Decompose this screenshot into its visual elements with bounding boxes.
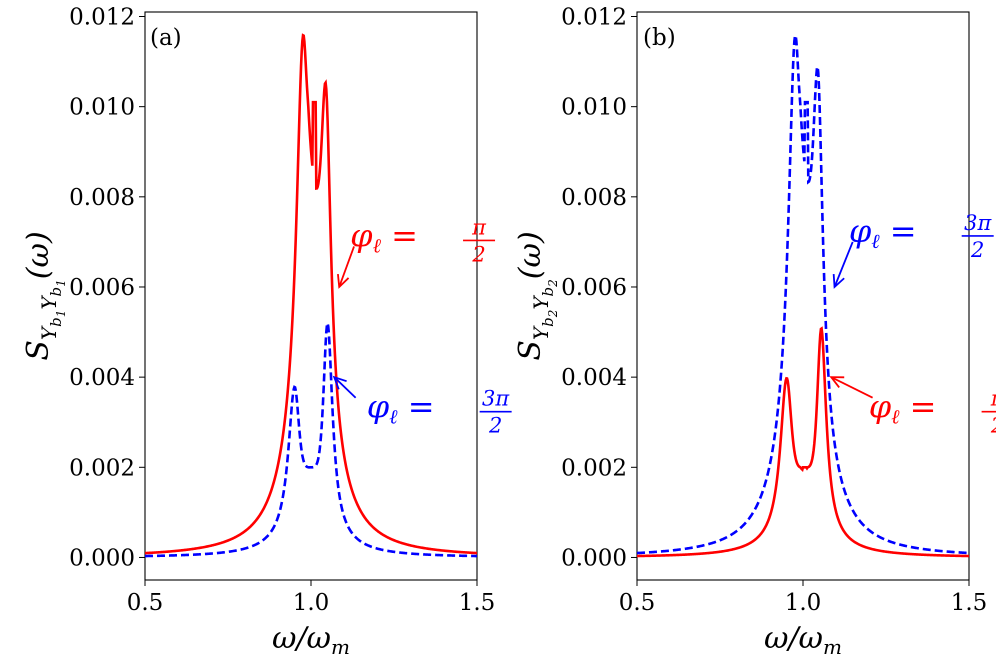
y-axis-label-sub: 2 bbox=[546, 279, 560, 288]
x-tick-label: 0.5 bbox=[127, 590, 164, 616]
y-tick-label: 0.002 bbox=[561, 455, 627, 481]
annotation-symbol: φ bbox=[849, 212, 872, 250]
series-line-solid bbox=[145, 33, 477, 555]
annotation-denominator: 2 bbox=[488, 414, 502, 438]
y-axis-label-arg: (ω) bbox=[513, 231, 548, 279]
chart-panel-a: 0.5 1.0 1.5 0.000 0.002 0.004 0.006 0.008 0.010 0… bbox=[21, 5, 512, 659]
y-tick-label: 0.006 bbox=[69, 275, 135, 301]
annotation-arrow-shaft bbox=[833, 241, 854, 288]
y-axis-label-sub: b bbox=[539, 317, 557, 327]
x-tick-label: 0.5 bbox=[619, 590, 656, 616]
annotation-sub: ℓ bbox=[389, 405, 398, 429]
y-axis-label-sub: b bbox=[47, 317, 65, 327]
annotation-arrow-shaft bbox=[333, 376, 357, 399]
annotation-label: φℓ = bbox=[869, 388, 937, 429]
y-axis-label: SYb2Yb2(ω) bbox=[513, 231, 560, 360]
annotation-sub: ℓ bbox=[373, 233, 382, 257]
annotation-denominator: 2 bbox=[990, 414, 996, 438]
y-axis-label-sub: 1 bbox=[54, 310, 68, 318]
x-axis-label-main: ω/ω bbox=[764, 621, 823, 656]
annotation-symbol: φ bbox=[869, 388, 892, 426]
annotation-label: φℓ = bbox=[849, 212, 917, 253]
y-tick-label: 0.000 bbox=[69, 545, 135, 571]
annotation-arrow-head bbox=[332, 375, 347, 390]
series-line-solid bbox=[637, 326, 969, 558]
annotation-numerator: π bbox=[990, 387, 996, 411]
panel-label: (a) bbox=[150, 25, 182, 51]
y-tick-label: 0.004 bbox=[69, 365, 135, 391]
series-line-dashed bbox=[637, 33, 969, 555]
annotation-arrow-shaft bbox=[830, 376, 874, 399]
x-tick-label: 1.0 bbox=[293, 590, 330, 616]
y-axis-label: SYb1Yb1(ω) bbox=[21, 231, 68, 360]
y-axis-label-sub: b bbox=[47, 287, 65, 297]
annotation-denominator: 2 bbox=[471, 242, 485, 266]
series-line-dashed bbox=[145, 318, 477, 558]
x-tick-label: 1.5 bbox=[951, 590, 988, 616]
y-axis-label-sub: Y bbox=[37, 295, 61, 310]
x-axis-label-sub: m bbox=[331, 635, 350, 659]
y-axis-label-sub: b bbox=[539, 287, 557, 297]
x-axis-label: ω/ωm bbox=[272, 621, 350, 659]
annotation-arrow-head bbox=[829, 376, 845, 388]
y-axis-label-sub: Y bbox=[529, 325, 553, 340]
y-tick-label: 0.002 bbox=[69, 455, 135, 481]
annotation-numerator: π bbox=[471, 215, 487, 239]
panel-label: (b) bbox=[643, 25, 676, 51]
y-tick-label: 0.012 bbox=[561, 5, 627, 31]
plot-frame bbox=[144, 11, 478, 581]
annotation-label: φℓ = bbox=[350, 216, 418, 257]
x-tick-label: 1.5 bbox=[459, 590, 496, 616]
plot-frame bbox=[636, 11, 970, 581]
y-axis-label-arg: (ω) bbox=[21, 231, 56, 279]
annotation-numerator: 3π bbox=[482, 387, 510, 411]
x-axis-label-sub: m bbox=[823, 635, 842, 659]
y-tick-label: 0.012 bbox=[69, 5, 135, 31]
annotation-arrow-head bbox=[832, 273, 845, 289]
annotation-symbol: φ bbox=[350, 216, 373, 254]
annotation-sub: ℓ bbox=[871, 229, 880, 253]
y-tick-label: 0.008 bbox=[561, 185, 627, 211]
y-tick-label: 0.006 bbox=[561, 275, 627, 301]
annotation-label: φℓ = bbox=[367, 388, 435, 429]
annotation-denominator: 2 bbox=[970, 238, 984, 262]
x-tick-label: 1.0 bbox=[785, 590, 822, 616]
annotation-arrow-shaft bbox=[338, 246, 355, 288]
annotation-arrow-head bbox=[337, 273, 350, 289]
y-axis-label-sub: Y bbox=[37, 325, 61, 340]
y-axis-label-sub: 2 bbox=[546, 310, 560, 319]
y-tick-label: 0.010 bbox=[561, 95, 627, 121]
annotation-eq: = bbox=[880, 212, 917, 250]
chart-panel-b: 0.5 1.0 1.5 0.000 0.002 0.004 0.006 0.008 0.010 0… bbox=[513, 5, 996, 659]
annotation-symbol: φ bbox=[367, 388, 390, 426]
annotation-numerator: 3π bbox=[964, 211, 992, 235]
y-axis-label-main: S bbox=[513, 340, 548, 361]
annotation-eq: = bbox=[398, 388, 435, 426]
y-axis-label-main: S bbox=[21, 340, 56, 361]
y-tick-label: 0.008 bbox=[69, 185, 135, 211]
annotation-eq: = bbox=[899, 388, 936, 426]
annotation-sub: ℓ bbox=[891, 405, 900, 429]
y-axis-label-sub: Y bbox=[529, 295, 553, 310]
annotation-eq: = bbox=[381, 216, 418, 254]
y-tick-label: 0.010 bbox=[69, 95, 135, 121]
x-axis-label-main: ω/ω bbox=[272, 621, 331, 656]
x-axis-label: ω/ωm bbox=[764, 621, 842, 659]
y-tick-label: 0.000 bbox=[561, 545, 627, 571]
y-axis-label-sub: 1 bbox=[54, 279, 68, 287]
y-tick-label: 0.004 bbox=[561, 365, 627, 391]
